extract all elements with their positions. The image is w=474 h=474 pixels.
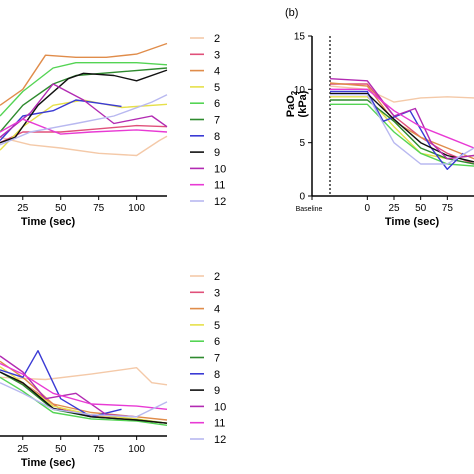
top-left-series-6-line (0, 62, 168, 117)
panel-b-series-11-line (330, 88, 474, 149)
bottom-left-series-5-line (0, 366, 168, 424)
panel-b-y-tick-label: 10 (294, 85, 306, 96)
panel-b-y-tick-label: 0 (299, 192, 305, 203)
bottom-left-series-4-line (0, 360, 168, 421)
bottom-left-series-2-line (0, 367, 168, 386)
panel-b-series-9-line (330, 92, 474, 163)
top-left-series-9-line (0, 69, 168, 144)
panel-b-x-tick-label: 0 (365, 203, 371, 214)
bottom-left-x-ticks: 25 50 75 100 (17, 436, 145, 455)
panel-b-y-axis-unit: (kPa) (297, 90, 309, 117)
panel-b-y-tick-label: 15 (294, 32, 306, 43)
legend-bottom-label-9: 9 (214, 385, 220, 397)
top-left-series-11-line (0, 118, 168, 135)
bottom-left-series-6-line (0, 376, 168, 426)
top-left-series-12-line (0, 94, 168, 146)
panel-b-x-tick-label: 75 (442, 203, 454, 214)
bottom-left-x-tick-label: 100 (128, 444, 145, 455)
legend-bottom-label-3: 3 (214, 287, 220, 299)
legend-top-label-12: 12 (214, 196, 226, 208)
legend-bottom-label-8: 8 (214, 369, 220, 381)
top-left-series-8-line (0, 99, 122, 141)
panel-bottom-left: 25 50 75 100 Time (sec) (0, 350, 168, 469)
panel-b-series-3-line (330, 83, 474, 165)
panel-b-y-axis-title: PaO2 (285, 90, 299, 117)
legend-bottom-label-12: 12 (214, 434, 226, 446)
panel-b-x-ticks: Baseline 0 25 50 75 (296, 196, 454, 214)
bottom-left-x-tick-label: 50 (55, 444, 67, 455)
top-left-series-2-line (0, 135, 168, 157)
legend-top-label-2: 2 (214, 33, 220, 45)
top-left-series-4-line (0, 42, 168, 106)
top-left-series-5-line (0, 99, 168, 151)
legend-bottom: 2 3 4 5 6 7 8 9 10 11 12 (190, 271, 226, 446)
bottom-left-series-8-line (0, 350, 122, 418)
panel-b-x-tick-label: 25 (388, 203, 400, 214)
panel-b-series-7-line (330, 99, 474, 165)
legend-top: 2 3 4 5 6 7 8 9 10 11 12 (190, 33, 226, 208)
panel-b-x-tick-label: 50 (415, 203, 427, 214)
legend-top-label-6: 6 (214, 98, 220, 110)
bottom-left-series-lines (0, 350, 168, 426)
top-left-x-tick-label: 25 (17, 203, 29, 214)
panel-top-right: (b) PaO2 (kPa) 0 5 10 15 Baseline 0 25 50 75 Ti… (285, 7, 474, 228)
legend-top-label-11: 11 (214, 180, 225, 192)
legend-bottom-label-2: 2 (214, 271, 220, 283)
legend-bottom-label-10: 10 (214, 401, 226, 413)
bottom-left-x-axis-title: Time (sec) (21, 457, 76, 469)
bottom-left-series-12-line (0, 382, 168, 418)
panel-b-series-10-line (329, 78, 474, 160)
legend-bottom-label-4: 4 (214, 304, 220, 316)
legend-bottom-label-6: 6 (214, 336, 220, 348)
top-left-x-axis-title: Time (sec) (21, 216, 76, 228)
panel-b-y-ticks: 0 5 10 15 (294, 32, 312, 203)
top-left-series-10-line (0, 83, 168, 138)
legend-top-label-4: 4 (214, 66, 220, 78)
legend-top-label-9: 9 (214, 147, 220, 159)
legend-bottom-label-7: 7 (214, 353, 220, 365)
panel-top-left: 25 50 75 100 Time (sec) (0, 42, 168, 228)
legend-bottom-label-5: 5 (214, 320, 220, 332)
panel-b-y-tick-label: 5 (299, 138, 305, 149)
top-left-x-tick-label: 75 (93, 203, 105, 214)
legend-top-label-5: 5 (214, 82, 220, 94)
top-left-series-lines (0, 42, 168, 157)
panel-b-series-4-line (329, 82, 474, 160)
bottom-left-x-tick-label: 25 (17, 444, 29, 455)
legend-top-label-10: 10 (214, 163, 226, 175)
top-left-x-tick-label: 50 (55, 203, 67, 214)
legend-top-label-8: 8 (214, 131, 220, 143)
panel-b-label: (b) (285, 7, 298, 19)
panel-b-series-12-line (330, 93, 474, 165)
bottom-left-series-11-line (0, 362, 168, 410)
legend-top-label-7: 7 (214, 115, 220, 127)
top-left-series-3-line (0, 124, 168, 144)
top-left-x-ticks: 25 50 75 100 (17, 196, 145, 214)
bottom-left-x-tick-label: 75 (93, 444, 105, 455)
top-left-x-tick-label: 100 (128, 203, 145, 214)
panel-b-x-tick-label: Baseline (296, 206, 323, 213)
legend-bottom-label-11: 11 (214, 418, 225, 430)
panel-b-x-axis-title: Time (sec) (385, 216, 440, 228)
legend-top-label-3: 3 (214, 49, 220, 61)
panel-b-series-lines (329, 78, 474, 171)
